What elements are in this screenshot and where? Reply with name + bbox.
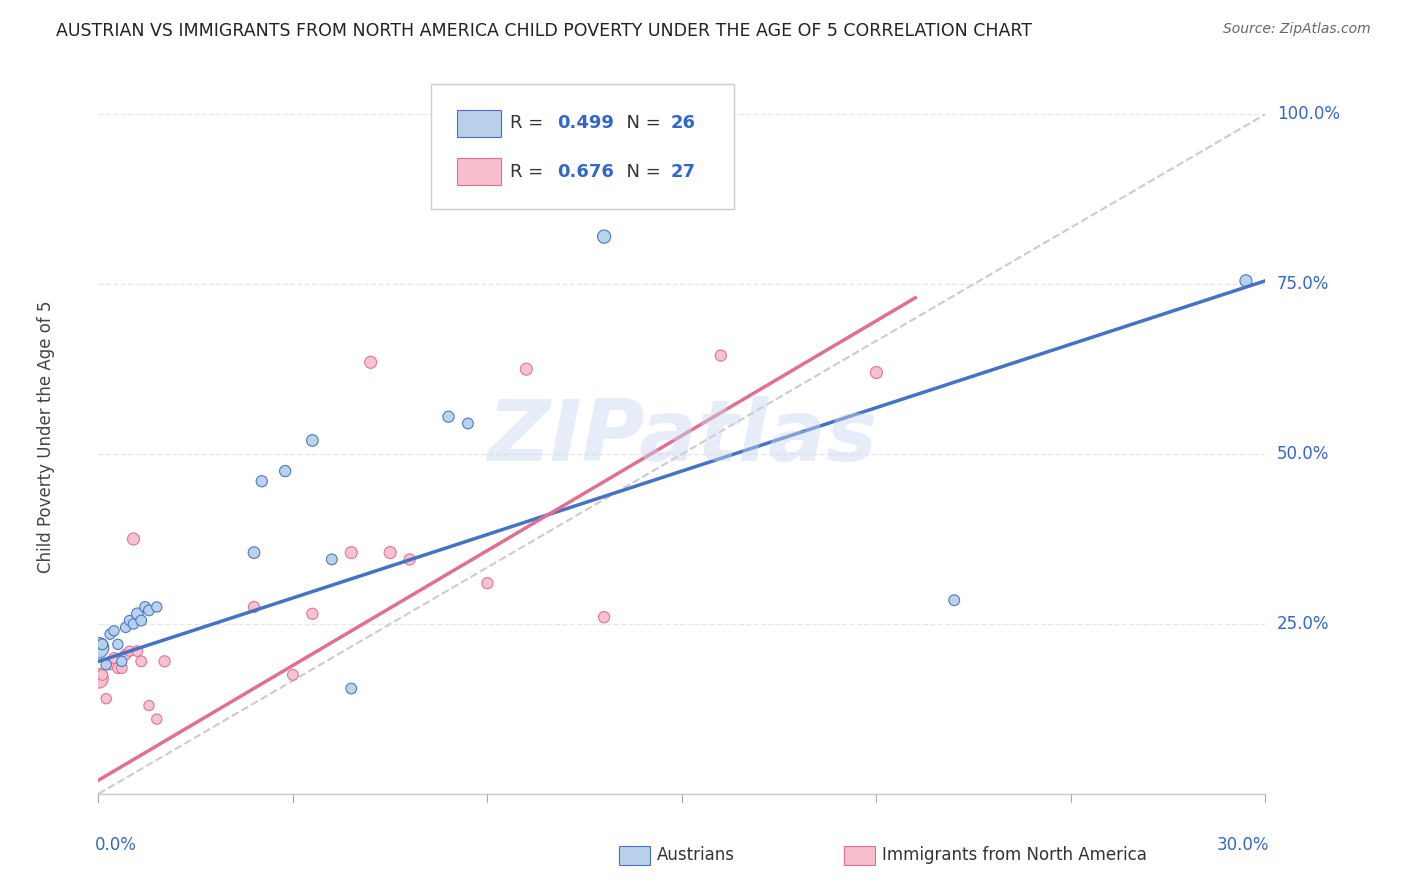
Text: ZIPatlas: ZIPatlas bbox=[486, 395, 877, 479]
Point bbox=[146, 599, 169, 614]
Point bbox=[114, 648, 136, 662]
Point bbox=[98, 627, 121, 641]
Bar bbox=[457, 158, 501, 186]
Text: 100.0%: 100.0% bbox=[1277, 105, 1340, 123]
Point bbox=[87, 671, 110, 685]
Point bbox=[243, 546, 266, 560]
Text: 27: 27 bbox=[671, 162, 695, 180]
Point bbox=[340, 546, 363, 560]
Point bbox=[243, 599, 266, 614]
Point bbox=[107, 661, 129, 675]
Text: 26: 26 bbox=[671, 114, 695, 132]
Point bbox=[134, 599, 156, 614]
Point bbox=[153, 654, 176, 668]
Point bbox=[87, 640, 110, 655]
Point bbox=[122, 532, 145, 546]
Point bbox=[118, 614, 141, 628]
Point bbox=[865, 366, 887, 380]
Point bbox=[91, 668, 114, 682]
Point bbox=[515, 362, 537, 376]
FancyBboxPatch shape bbox=[432, 84, 734, 209]
Text: Source: ZipAtlas.com: Source: ZipAtlas.com bbox=[1223, 22, 1371, 37]
Point bbox=[138, 603, 160, 617]
Point bbox=[943, 593, 966, 607]
Point bbox=[103, 624, 125, 638]
Point bbox=[321, 552, 343, 566]
Point bbox=[301, 434, 323, 448]
Point bbox=[250, 475, 273, 489]
Point bbox=[301, 607, 323, 621]
Point bbox=[111, 661, 134, 675]
Text: 25.0%: 25.0% bbox=[1277, 615, 1330, 633]
Text: R =: R = bbox=[510, 162, 550, 180]
Text: 0.0%: 0.0% bbox=[94, 836, 136, 854]
Point bbox=[477, 576, 499, 591]
Point bbox=[122, 617, 145, 632]
Text: Child Poverty Under the Age of 5: Child Poverty Under the Age of 5 bbox=[37, 301, 55, 574]
Point bbox=[114, 620, 136, 634]
Text: AUSTRIAN VS IMMIGRANTS FROM NORTH AMERICA CHILD POVERTY UNDER THE AGE OF 5 CORRE: AUSTRIAN VS IMMIGRANTS FROM NORTH AMERIC… bbox=[56, 22, 1032, 40]
Point bbox=[1234, 274, 1257, 288]
Point bbox=[91, 637, 114, 651]
Point bbox=[127, 644, 149, 658]
Point bbox=[98, 657, 121, 672]
Text: 30.0%: 30.0% bbox=[1216, 836, 1270, 854]
Point bbox=[118, 644, 141, 658]
Point bbox=[281, 668, 304, 682]
Point bbox=[129, 654, 152, 668]
Point bbox=[111, 654, 134, 668]
Point bbox=[360, 355, 382, 369]
Text: Immigrants from North America: Immigrants from North America bbox=[882, 846, 1146, 863]
Point bbox=[398, 552, 420, 566]
Point bbox=[274, 464, 297, 478]
Point bbox=[593, 229, 616, 244]
Text: 0.676: 0.676 bbox=[557, 162, 614, 180]
Point bbox=[138, 698, 160, 713]
Point bbox=[593, 610, 616, 624]
Bar bbox=[457, 110, 501, 136]
Text: N =: N = bbox=[616, 114, 666, 132]
Text: N =: N = bbox=[616, 162, 666, 180]
Point bbox=[457, 417, 479, 431]
Point bbox=[340, 681, 363, 696]
Point bbox=[127, 607, 149, 621]
Point bbox=[380, 546, 402, 560]
Text: 50.0%: 50.0% bbox=[1277, 445, 1330, 463]
Point bbox=[103, 651, 125, 665]
Text: R =: R = bbox=[510, 114, 550, 132]
Text: 75.0%: 75.0% bbox=[1277, 275, 1330, 293]
Text: Austrians: Austrians bbox=[657, 846, 734, 863]
Point bbox=[146, 712, 169, 726]
Point bbox=[96, 691, 118, 706]
Point bbox=[437, 409, 460, 424]
Point bbox=[96, 657, 118, 672]
Text: 0.499: 0.499 bbox=[557, 114, 614, 132]
Point bbox=[129, 614, 152, 628]
Point bbox=[107, 637, 129, 651]
Point bbox=[710, 349, 733, 363]
